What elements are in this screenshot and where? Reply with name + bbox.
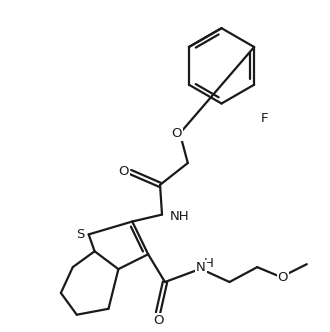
Text: O: O bbox=[278, 271, 288, 284]
Text: S: S bbox=[77, 228, 85, 241]
Text: NH: NH bbox=[170, 210, 189, 223]
Text: O: O bbox=[118, 165, 129, 178]
Text: F: F bbox=[260, 112, 268, 125]
Text: N: N bbox=[196, 261, 206, 274]
Text: H: H bbox=[204, 257, 214, 270]
Text: O: O bbox=[153, 314, 163, 327]
Text: O: O bbox=[172, 127, 182, 140]
